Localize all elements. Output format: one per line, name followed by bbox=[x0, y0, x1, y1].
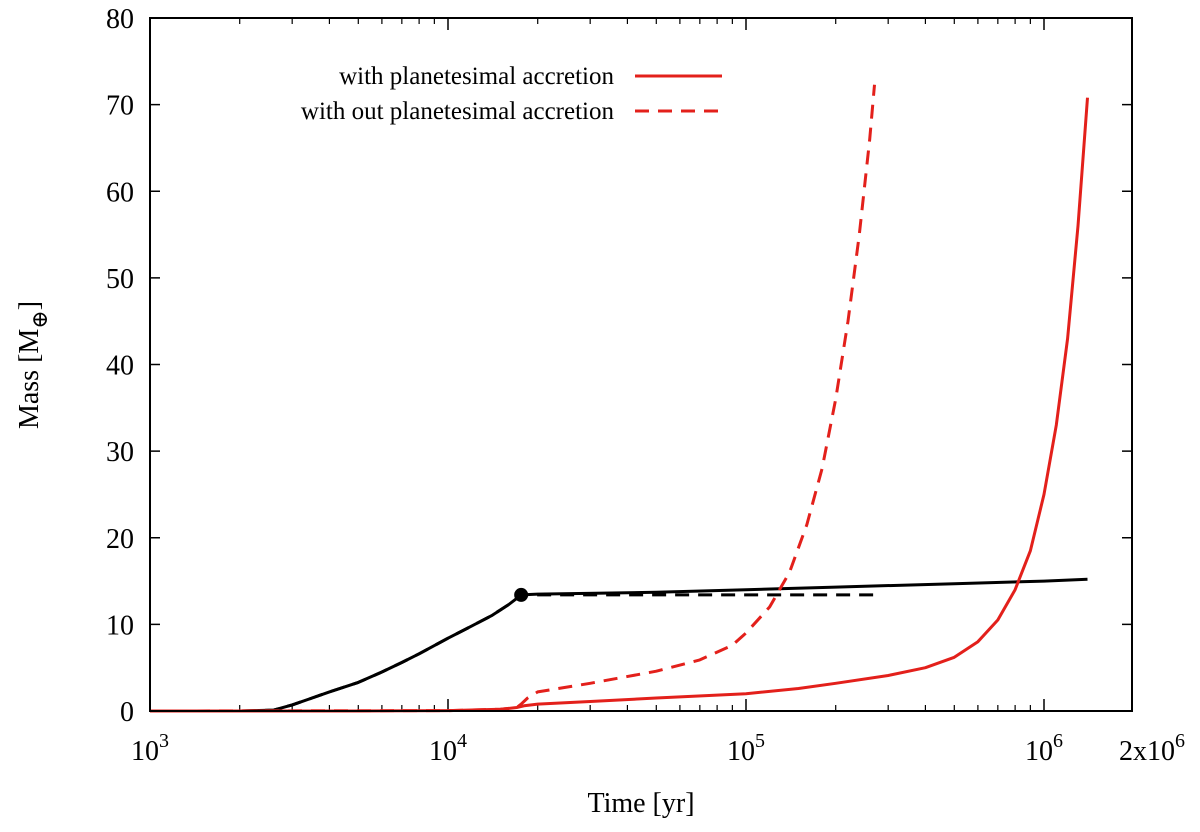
series-line-1 bbox=[150, 577, 1088, 713]
y-tick-label: 0 bbox=[120, 697, 134, 728]
x-tick-label: 106 bbox=[1025, 730, 1063, 767]
x-tick-label: 104 bbox=[429, 730, 467, 767]
plot-frame bbox=[149, 17, 1133, 712]
axis-ticks bbox=[149, 17, 1132, 712]
series-line-2 bbox=[150, 593, 875, 713]
x-tick-label: 103 bbox=[131, 730, 169, 767]
tick-labels: 0 10 20 30 40 50 60 70 80 103 104 105 106 2x106 bbox=[106, 4, 1185, 767]
x-tick-label: 105 bbox=[727, 730, 765, 767]
x-axis-title: Time [yr] bbox=[587, 788, 694, 819]
legend-label-1: with planetesimal accretion bbox=[339, 63, 614, 90]
y-tick-label: 70 bbox=[106, 91, 134, 122]
y-tick-label: 80 bbox=[106, 4, 134, 35]
x-tick-label: 2x106 bbox=[1119, 730, 1185, 767]
legend-label-2: with out planetesimal accretion bbox=[301, 98, 615, 125]
series-layer bbox=[149, 84, 1089, 713]
y-tick-label: 30 bbox=[106, 437, 134, 468]
legend: with planetesimal accretion with out plan… bbox=[301, 63, 722, 125]
y-tick-label: 60 bbox=[106, 177, 134, 208]
y-axis-title: Mass [M⊕] bbox=[14, 301, 52, 429]
y-tick-label: 10 bbox=[106, 610, 134, 641]
y-tick-label: 20 bbox=[106, 524, 134, 555]
transition-marker bbox=[514, 587, 529, 602]
series-line-4 bbox=[149, 84, 876, 713]
y-tick-label: 40 bbox=[106, 351, 134, 382]
y-tick-label: 50 bbox=[106, 264, 134, 295]
series-line-3 bbox=[150, 97, 1089, 713]
